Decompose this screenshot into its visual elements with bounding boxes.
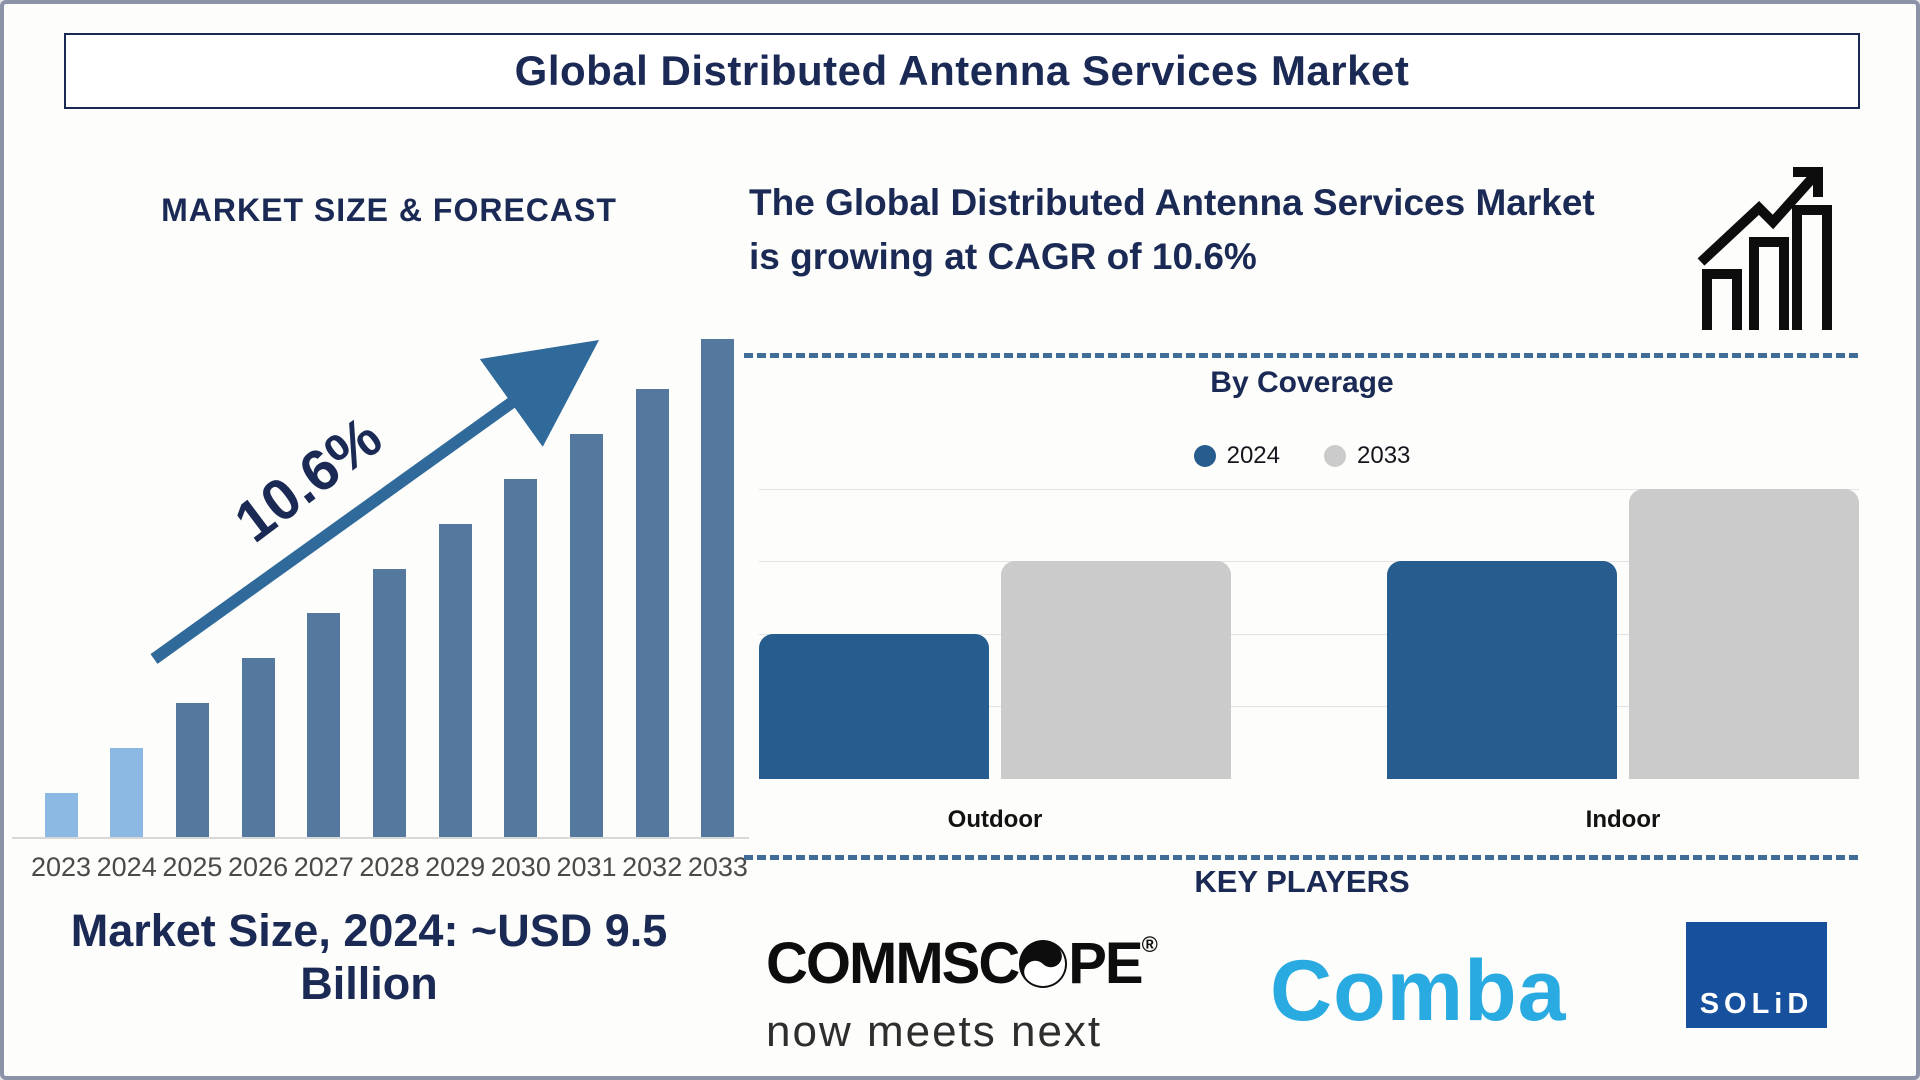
forecast-year-label: 2028	[359, 852, 420, 882]
legend-label-2024: 2024	[1226, 442, 1280, 469]
gridline	[759, 634, 1859, 635]
commscope-wordmark: COMMSC PE ®	[766, 930, 1158, 997]
category-label-indoor: Indoor	[1585, 806, 1661, 833]
forecast-bar-column-2030: 2030	[490, 339, 552, 882]
forecast-bar-column-2028: 2028	[358, 339, 420, 882]
coverage-bar-chart	[759, 489, 1859, 779]
forecast-year-label: 2027	[293, 852, 354, 882]
growth-chart-icon	[1697, 167, 1832, 330]
forecast-bar-column-2024: 2024	[96, 339, 158, 882]
coverage-group-indoor	[1387, 489, 1859, 779]
coverage-bar-outdoor-2024	[759, 634, 989, 779]
forecast-bar-2025	[175, 703, 209, 838]
coverage-bar-indoor-2024	[1387, 561, 1617, 779]
forecast-year-label: 2029	[425, 852, 486, 882]
forecast-bar-column-2029: 2029	[424, 339, 486, 882]
coverage-bar-outdoor-2033	[1001, 561, 1231, 779]
forecast-year-label: 2031	[556, 852, 617, 882]
page-title: Global Distributed Antenna Services Mark…	[514, 47, 1410, 94]
forecast-bar-column-2031: 2031	[556, 339, 618, 882]
coverage-legend: 2024 2033	[749, 442, 1855, 470]
dashed-divider-bottom	[744, 855, 1860, 860]
forecast-bar-2031	[570, 434, 603, 838]
title-box: Global Distributed Antenna Services Mark…	[64, 33, 1860, 109]
market-summary-text: The Global Distributed Antenna Services …	[749, 182, 1595, 277]
forecast-bar-column-2032: 2032	[621, 339, 683, 882]
comba-logo: Comba	[1270, 943, 1567, 1039]
legend-item-2024: 2024	[1193, 442, 1280, 470]
solid-logo: SOLiD	[1686, 922, 1827, 1028]
coverage-bars	[759, 489, 1859, 779]
gridline	[759, 561, 1859, 562]
coverage-category-labels: Outdoor Indoor	[759, 806, 1859, 834]
forecast-bar-2032	[635, 389, 669, 838]
forecast-year-label: 2025	[162, 852, 223, 882]
forecast-year-label: 2026	[228, 852, 289, 882]
forecast-bar-2026	[241, 658, 275, 838]
forecast-section-heading: MARKET SIZE & FORECAST	[161, 192, 617, 228]
forecast-bar-column-2023: 2023	[30, 339, 92, 882]
legend-dot-2033-icon	[1324, 445, 1346, 467]
forecast-bar-column-2033: 2033	[687, 339, 749, 882]
forecast-bar-2030	[504, 479, 538, 838]
commscope-text-right: PE	[1068, 931, 1143, 996]
forecast-bar-2024	[110, 748, 144, 838]
legend-label-2033: 2033	[1357, 442, 1411, 469]
forecast-bar-2027	[307, 613, 341, 838]
coverage-bar-indoor-2033	[1629, 489, 1859, 779]
forecast-bar-2028	[372, 569, 406, 838]
commscope-logo: COMMSC PE ® now meets next	[766, 930, 1158, 1057]
key-players-heading: KEY PLAYERS	[1194, 864, 1410, 899]
market-size-caption: Market Size, 2024: ~USD 9.5 Billion	[70, 905, 668, 1010]
solid-wordmark: SOLiD	[1699, 988, 1814, 1020]
gridline	[759, 706, 1859, 707]
forecast-year-label: 2024	[96, 852, 157, 882]
coverage-chart-title: By Coverage	[1210, 366, 1394, 399]
gridline	[759, 489, 1859, 490]
forecast-year-label: 2033	[687, 852, 748, 882]
coverage-group-outdoor	[759, 489, 1231, 779]
forecast-year-label: 2030	[490, 852, 551, 882]
forecast-bar-2023	[44, 793, 78, 838]
forecast-axis-line	[12, 837, 749, 839]
category-label-outdoor: Outdoor	[947, 806, 1043, 833]
forecast-bar-column-2026: 2026	[227, 339, 289, 882]
legend-item-2033: 2033	[1324, 442, 1410, 470]
forecast-year-label: 2032	[622, 852, 683, 882]
forecast-year-label: 2023	[30, 852, 92, 882]
registered-mark: ®	[1141, 932, 1158, 957]
legend-dot-2024-icon	[1193, 445, 1216, 467]
commscope-text-left: COMMSC	[766, 931, 1020, 996]
forecast-bar-2033	[701, 339, 735, 838]
commscope-swirl-o-icon	[1019, 939, 1068, 988]
dashed-divider-top	[744, 353, 1860, 358]
commscope-tagline: now meets next	[766, 1007, 1103, 1056]
forecast-bar-chart: 2023 2024 2025 2026 2027 2028 2029 2030 2031 2032…	[30, 339, 749, 882]
forecast-bar-column-2025: 2025	[161, 339, 223, 882]
forecast-bar-2029	[438, 524, 472, 838]
